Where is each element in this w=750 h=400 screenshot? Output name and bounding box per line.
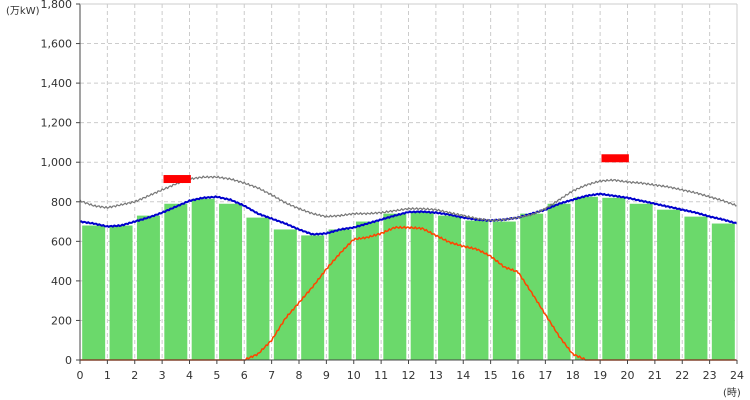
x-tick-label: 14 xyxy=(456,369,470,382)
y-tick-label: 1,600 xyxy=(41,38,73,51)
demand-bar xyxy=(492,221,516,360)
demand-bar xyxy=(301,235,325,360)
x-tick-label: 6 xyxy=(241,369,248,382)
demand-bar xyxy=(711,223,735,360)
orange-series-line xyxy=(80,225,737,361)
y-tick-label: 1,000 xyxy=(41,156,73,169)
blue-series-line xyxy=(79,192,738,236)
x-tick-label: 9 xyxy=(323,369,330,382)
x-tick-label: 23 xyxy=(703,369,717,382)
x-tick-label: 12 xyxy=(402,369,416,382)
demand-bar xyxy=(191,198,215,360)
x-tick-label: 5 xyxy=(213,369,220,382)
peak-marker xyxy=(601,154,629,163)
y-tick-label: 1,200 xyxy=(41,117,73,130)
x-tick-label: 18 xyxy=(566,369,580,382)
y-tick-label: 600 xyxy=(51,235,72,248)
peak-marker xyxy=(163,175,191,184)
demand-bar xyxy=(657,209,681,360)
demand-bar xyxy=(136,215,160,360)
x-tick-label: 3 xyxy=(159,369,166,382)
demand-bar xyxy=(410,211,434,360)
demand-bar xyxy=(164,203,188,360)
x-tick-label: 10 xyxy=(347,369,361,382)
demand-bar xyxy=(328,229,352,360)
x-tick-label: 11 xyxy=(374,369,388,382)
y-tick-label: 1,800 xyxy=(41,0,73,11)
x-tick-label: 16 xyxy=(511,369,525,382)
demand-bar xyxy=(109,225,133,360)
y-tick-label: 200 xyxy=(51,314,72,327)
demand-bar xyxy=(465,220,489,360)
y-unit-label: (万kW) xyxy=(6,6,40,17)
y-tick-label: 400 xyxy=(51,275,72,288)
markers-layer xyxy=(163,154,629,184)
x-tick-label: 17 xyxy=(538,369,552,382)
x-tick-label: 0 xyxy=(77,369,84,382)
demand-bar xyxy=(520,213,544,360)
demand-bar xyxy=(438,215,462,360)
demand-bar xyxy=(547,203,571,360)
demand-bar xyxy=(246,217,270,360)
x-unit-label: (時) xyxy=(723,387,741,399)
y-tick-label: 800 xyxy=(51,196,72,209)
demand-bar xyxy=(602,197,626,360)
x-tick-label: 2 xyxy=(131,369,138,382)
x-tick-label: 22 xyxy=(675,369,689,382)
x-tick-label: 21 xyxy=(648,369,662,382)
demand-bar xyxy=(355,221,379,360)
demand-bar xyxy=(219,203,243,360)
grid-layer xyxy=(80,3,737,360)
demand-bar xyxy=(82,225,106,360)
axes-layer: 0 200 400 600 800 1,000 1,200 1,400 1,600 1,800 0 1… xyxy=(41,0,745,382)
x-tick-label: 7 xyxy=(268,369,275,382)
x-tick-label: 15 xyxy=(484,369,498,382)
labels-layer: (万kW) (時) xyxy=(6,6,741,399)
x-tick-label: 20 xyxy=(621,369,635,382)
y-tick-label: 1,400 xyxy=(41,77,73,90)
x-tick-label: 13 xyxy=(429,369,443,382)
demand-bar xyxy=(684,216,708,360)
demand-bar xyxy=(383,213,407,360)
x-tick-label: 1 xyxy=(104,369,111,382)
demand-bar xyxy=(629,203,653,360)
x-tick-label: 19 xyxy=(593,369,607,382)
x-tick-label: 4 xyxy=(186,369,193,382)
x-tick-label: 24 xyxy=(730,369,744,382)
y-tick-label: 0 xyxy=(65,354,72,367)
demand-bar xyxy=(273,229,297,360)
demand-bar xyxy=(574,196,598,360)
x-tick-label: 8 xyxy=(296,369,303,382)
